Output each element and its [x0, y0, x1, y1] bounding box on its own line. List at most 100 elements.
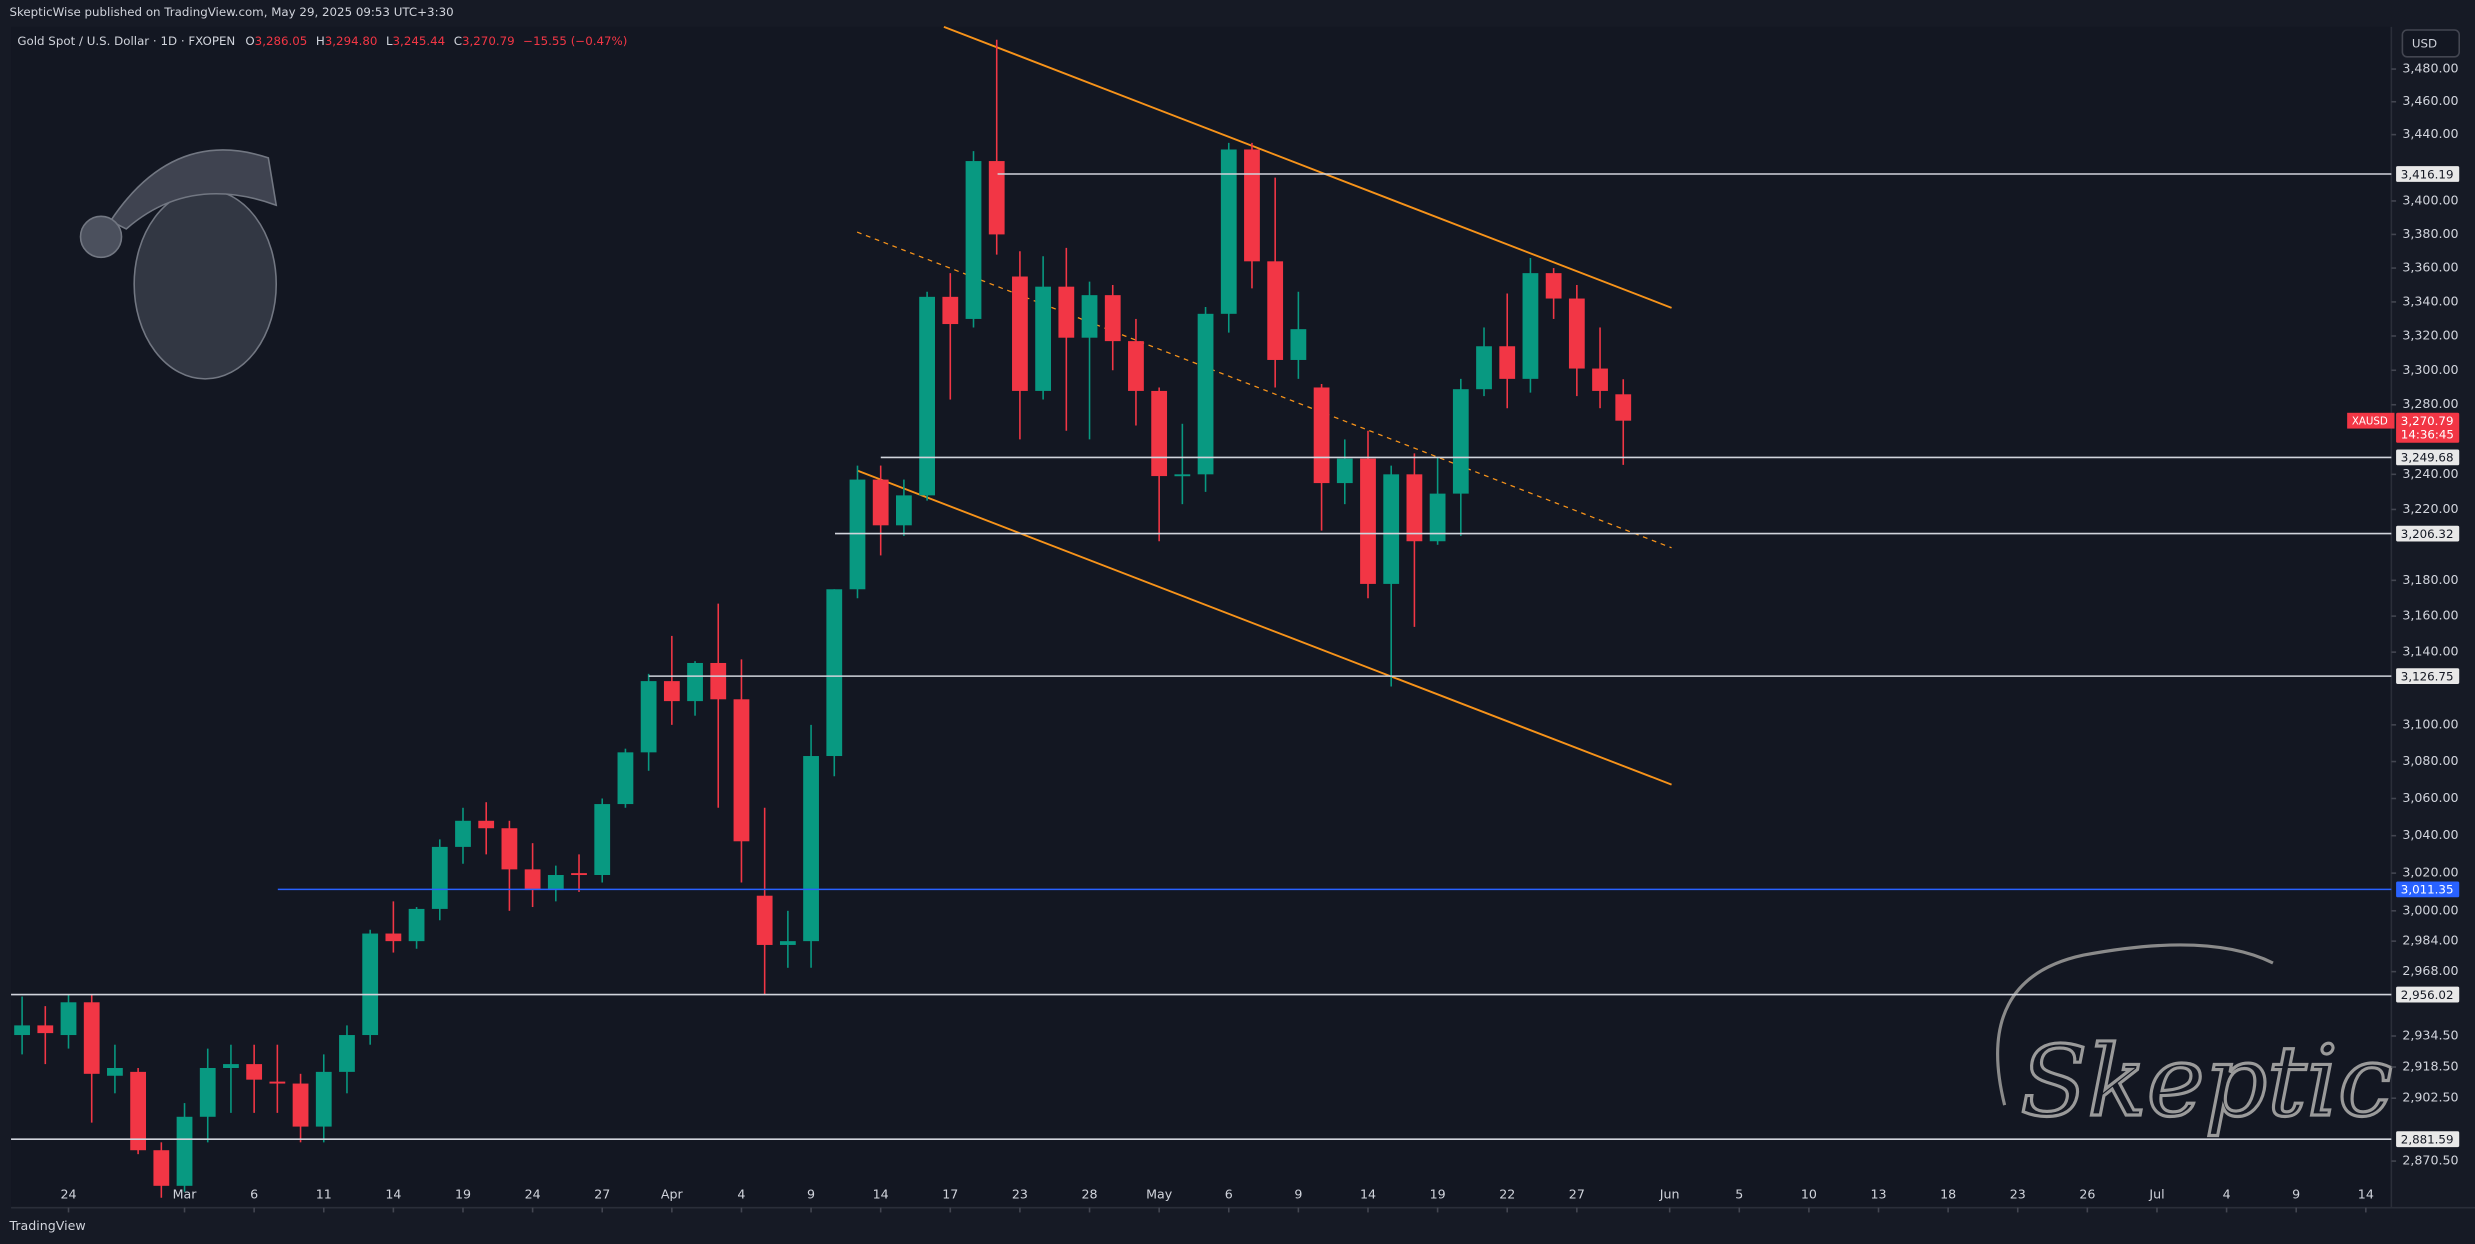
candle-body [1383, 474, 1400, 584]
level-badge [2396, 525, 2460, 542]
candle-body [571, 873, 587, 876]
candle-body [1336, 458, 1353, 484]
candle-body [1499, 346, 1516, 379]
x-tick-label: May [1146, 1187, 1173, 1202]
last-price-badge [2396, 412, 2460, 443]
candle-body [663, 681, 680, 702]
candle-body [107, 1067, 123, 1076]
candle-body [431, 846, 448, 909]
candle-body [1197, 313, 1214, 475]
candle-body [1313, 387, 1330, 484]
currency-button[interactable] [2401, 29, 2461, 58]
y-tick-label: 3,080.00 [2402, 753, 2458, 768]
candle-body [919, 296, 935, 496]
candle-body [501, 828, 518, 870]
candle-body [14, 1025, 30, 1036]
candle-body [965, 161, 982, 319]
candle-body [339, 1035, 355, 1072]
x-tick-label: 14 [2358, 1187, 2374, 1202]
level-badge [2396, 881, 2460, 898]
candle-body [849, 479, 866, 590]
candle-body [385, 933, 402, 942]
candle-body [1429, 493, 1446, 542]
candle-body [895, 495, 912, 526]
level-label: 2,881.59 [2401, 1132, 2454, 1146]
last-price-label: 3,270.79 [2401, 414, 2454, 428]
x-tick-label: 23 [2010, 1187, 2026, 1202]
level-badge [2396, 449, 2460, 466]
candle-body [223, 1064, 239, 1068]
x-tick-label: 14 [385, 1187, 401, 1202]
x-tick-label: 9 [1294, 1187, 1302, 1202]
logo-pompom [79, 215, 123, 259]
candle-body [1452, 389, 1469, 494]
candle-body [455, 820, 471, 847]
y-tick-label: 3,280.00 [2402, 396, 2458, 411]
countdown: 14:36:45 [2401, 427, 2454, 441]
y-tick-label: 3,060.00 [2402, 790, 2458, 805]
candle-body [60, 1002, 77, 1036]
candle-body [1012, 276, 1028, 391]
x-tick-label: 6 [1225, 1187, 1233, 1202]
candle-body [1592, 368, 1608, 391]
y-tick-label: 2,968.00 [2402, 963, 2458, 978]
symbol-title: Gold Spot / U.S. Dollar · 1D · FXOPEN [17, 34, 235, 48]
candle-body [1615, 394, 1632, 421]
x-tick-label: 14 [873, 1187, 889, 1202]
x-tick-label: 24 [60, 1187, 76, 1202]
y-tick-label: 3,300.00 [2402, 362, 2458, 377]
level-label: 3,126.75 [2401, 669, 2454, 683]
ohlc-key: H [316, 34, 325, 48]
y-tick-label: 3,320.00 [2402, 327, 2458, 342]
level-label: 3,416.19 [2401, 167, 2454, 181]
candle-body [547, 875, 564, 891]
x-tick-label: 13 [1870, 1187, 1886, 1202]
candle-body [1568, 298, 1585, 369]
candle-body [1174, 474, 1191, 477]
logo-hat [109, 149, 278, 230]
ohlc-value: 3,270.79 [462, 34, 515, 48]
x-tick-label: 28 [1082, 1187, 1098, 1202]
y-tick-label: 3,220.00 [2402, 501, 2458, 516]
trendline-lower [856, 469, 1672, 786]
y-tick-label: 3,460.00 [2402, 93, 2458, 108]
x-tick-label: 5 [1735, 1187, 1743, 1202]
candle-body [640, 681, 657, 753]
y-tick-label: 2,984.00 [2402, 933, 2458, 948]
candle-body [1290, 329, 1307, 360]
y-tick-label: 2,934.50 [2402, 1028, 2458, 1043]
y-tick-label: 3,340.00 [2402, 293, 2458, 308]
ohlc-value: 3,286.05 [255, 34, 308, 48]
level-badge [2396, 986, 2460, 1003]
x-tick-label: 19 [455, 1187, 471, 1202]
x-tick-label: 10 [1801, 1187, 1817, 1202]
candle-body [246, 1064, 263, 1080]
x-tick-label: 6 [250, 1187, 258, 1202]
candle-body [594, 804, 611, 876]
candle-body [292, 1083, 309, 1127]
y-tick-label: 3,100.00 [2402, 716, 2458, 731]
candle-body [83, 1002, 100, 1074]
symbol-label: XAUSD [2352, 415, 2388, 427]
y-tick-label: 2,902.50 [2402, 1090, 2458, 1105]
x-tick-label: 24 [525, 1187, 541, 1202]
currency[interactable]: USD [2412, 37, 2437, 51]
x-tick-label: 4 [2223, 1187, 2231, 1202]
ohlc-key: O [245, 34, 254, 48]
y-tick-label: 3,020.00 [2402, 865, 2458, 880]
x-tick-label: 9 [2292, 1187, 2300, 1202]
plot-area [11, 26, 2392, 1208]
y-tick-label: 3,040.00 [2402, 827, 2458, 842]
x-tick-label: 19 [1430, 1187, 1446, 1202]
level-label: 3,011.35 [2401, 883, 2454, 897]
candle-body [315, 1071, 332, 1127]
candle-body [1035, 286, 1052, 391]
y-tick-label: 3,240.00 [2402, 466, 2458, 481]
candle-body [1244, 149, 1260, 262]
y-tick-label: 3,440.00 [2402, 126, 2458, 141]
y-tick-label: 3,160.00 [2402, 608, 2458, 623]
y-tick-label: 3,400.00 [2402, 192, 2458, 207]
candle-body [756, 895, 773, 945]
x-tick-label: 9 [807, 1187, 815, 1202]
level-label: 3,249.68 [2401, 451, 2454, 465]
